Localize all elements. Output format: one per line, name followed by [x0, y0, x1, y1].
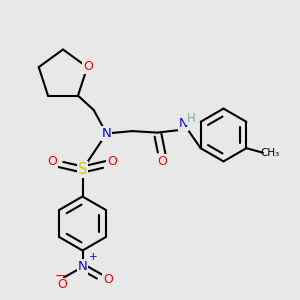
Text: O: O	[158, 155, 167, 168]
Text: O: O	[58, 278, 67, 292]
Text: N: N	[78, 260, 87, 274]
Text: O: O	[48, 155, 57, 168]
Text: N: N	[179, 117, 188, 130]
Text: H: H	[187, 112, 196, 125]
Text: O: O	[83, 60, 93, 73]
Text: N: N	[102, 127, 111, 140]
Text: O: O	[108, 155, 117, 168]
Text: CH₃: CH₃	[261, 148, 280, 158]
Text: S: S	[78, 162, 87, 177]
Text: −: −	[55, 269, 67, 283]
Text: +: +	[89, 252, 98, 262]
Text: O: O	[103, 273, 112, 286]
